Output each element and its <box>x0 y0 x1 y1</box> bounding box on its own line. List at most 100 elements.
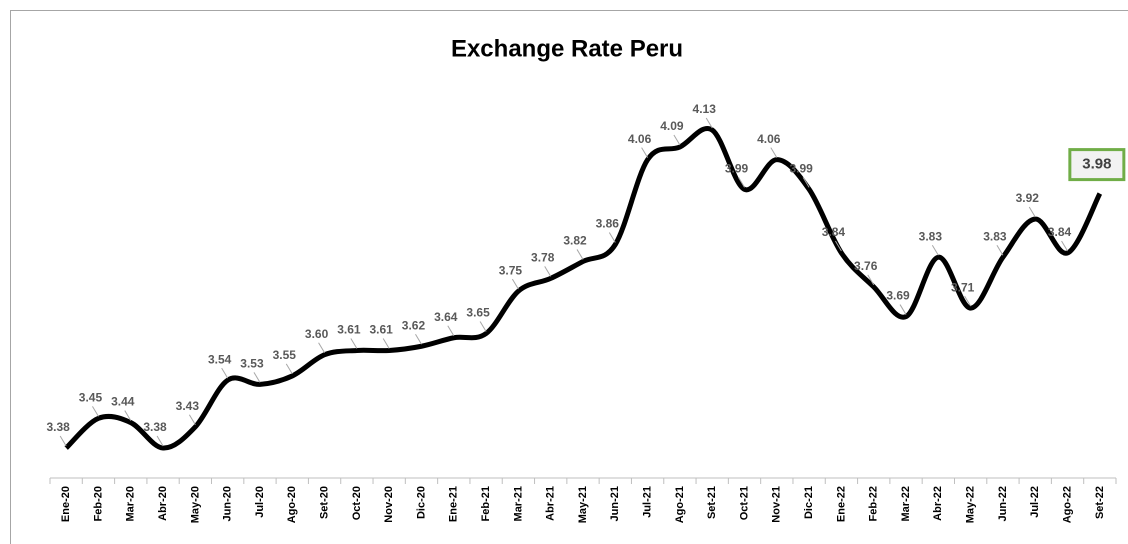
leader-line <box>253 372 261 383</box>
leader-line <box>156 435 164 447</box>
value-label: 3.38 <box>46 420 70 434</box>
leader-line <box>705 117 713 129</box>
value-label: 3.61 <box>337 323 361 337</box>
value-label: 3.45 <box>79 390 103 404</box>
value-label: 3.75 <box>499 263 523 277</box>
leader-line <box>285 363 293 375</box>
value-label: 3.83 <box>983 229 1007 243</box>
leader-line <box>124 410 132 421</box>
leader-line <box>92 406 99 417</box>
leader-line <box>544 266 552 277</box>
leader-line <box>931 244 939 256</box>
x-tick-label: Feb-22 <box>868 486 880 521</box>
value-label: 3.92 <box>1016 191 1040 205</box>
x-tick-label: Set-22 <box>1094 486 1106 519</box>
x-tick-label: Oct-20 <box>351 486 363 520</box>
leader-line <box>576 249 584 260</box>
x-tick-label: Oct-21 <box>738 486 750 520</box>
leader-line <box>608 232 616 243</box>
value-label: 4.06 <box>628 132 652 146</box>
x-tick-label: Mar-20 <box>125 486 137 521</box>
value-label: 3.38 <box>143 420 167 434</box>
line <box>64 126 1103 451</box>
leader-line <box>382 338 390 349</box>
leader-line <box>1061 240 1068 252</box>
leader-line <box>641 147 649 158</box>
chart-title: Exchange Rate Peru <box>451 35 683 62</box>
chart-frame <box>10 10 1128 544</box>
leader-line <box>899 304 907 315</box>
x-tick-label: Jun-20 <box>222 486 234 521</box>
leader-line <box>1028 206 1036 218</box>
leader-line <box>673 134 681 146</box>
value-label: 3.84 <box>822 225 846 239</box>
value-label: 3.98 <box>1082 156 1111 173</box>
leader-line <box>867 274 875 286</box>
x-tick-label: Nov-21 <box>771 486 783 523</box>
value-label-box <box>1068 148 1126 182</box>
value-label: 3.53 <box>240 357 264 371</box>
value-label: 3.99 <box>725 162 749 176</box>
leader-line <box>964 295 972 307</box>
x-tick-label: May-20 <box>189 486 201 523</box>
value-label: 3.84 <box>1048 225 1072 239</box>
x-tick-label: Jul-21 <box>642 486 654 518</box>
leader-line <box>221 367 229 379</box>
x-tick-label: Jun-22 <box>997 486 1009 521</box>
value-label: 4.06 <box>757 132 781 146</box>
value-label: 3.78 <box>531 251 555 265</box>
value-label: 3.82 <box>563 234 587 248</box>
x-tick-label: Feb-21 <box>480 486 492 521</box>
value-label: 3.55 <box>273 348 297 362</box>
x-tick-label: Nov-20 <box>383 486 395 523</box>
value-label: 3.44 <box>111 395 135 409</box>
x-tick-label: May-22 <box>965 486 977 523</box>
value-label: 3.43 <box>176 399 200 413</box>
x-tick-label: Dic-21 <box>803 486 815 519</box>
leader-line <box>318 342 326 353</box>
value-label: 3.83 <box>919 229 943 243</box>
x-tick-label: Set-20 <box>318 486 330 519</box>
x-tick-label: Abr-21 <box>545 486 557 521</box>
x-tick-label: Mar-22 <box>900 486 912 521</box>
x-tick-label: Dic-20 <box>415 486 427 519</box>
x-tick-label: Ago-21 <box>674 486 686 523</box>
x-tick-label: May-21 <box>577 486 589 523</box>
x-tick-label: Ene-21 <box>448 486 460 522</box>
leader-line <box>188 414 196 426</box>
value-label: 3.65 <box>466 306 490 320</box>
leader-line <box>479 321 487 332</box>
value-label: 4.09 <box>660 119 684 133</box>
leader-line <box>59 435 67 447</box>
value-label: 3.62 <box>402 318 426 332</box>
leader-line <box>415 333 422 345</box>
x-tick-label: Jul-20 <box>254 486 266 518</box>
leader-line <box>738 177 745 188</box>
leader-line <box>770 147 778 158</box>
x-tick-label: Ago-22 <box>1061 486 1073 523</box>
x-tick-label: Feb-20 <box>92 486 104 521</box>
leader-line <box>834 240 842 252</box>
x-tick-label: Ago-20 <box>286 486 298 523</box>
value-label: 3.54 <box>208 352 232 366</box>
value-label: 3.71 <box>951 280 975 294</box>
x-tick-label: Abr-20 <box>157 486 169 521</box>
x-tick-label: Mar-21 <box>512 486 524 521</box>
leader-line <box>350 338 358 349</box>
leader-line <box>802 177 810 188</box>
x-tick-label: Abr-22 <box>932 486 944 521</box>
value-label: 3.76 <box>854 259 878 273</box>
leader-line <box>447 325 455 337</box>
x-tick-label: Set-21 <box>706 486 718 519</box>
x-tick-label: Ene-22 <box>835 486 847 522</box>
value-label: 3.86 <box>596 217 620 231</box>
x-tick-label: Jul-22 <box>1029 486 1041 518</box>
leader-line <box>996 244 1004 256</box>
value-label: 3.99 <box>789 162 813 176</box>
value-label: 4.13 <box>693 102 717 116</box>
value-label: 3.60 <box>305 327 329 341</box>
value-label: 3.69 <box>886 289 910 303</box>
value-label: 3.61 <box>370 323 394 337</box>
x-tick-label: Jun-21 <box>609 486 621 521</box>
